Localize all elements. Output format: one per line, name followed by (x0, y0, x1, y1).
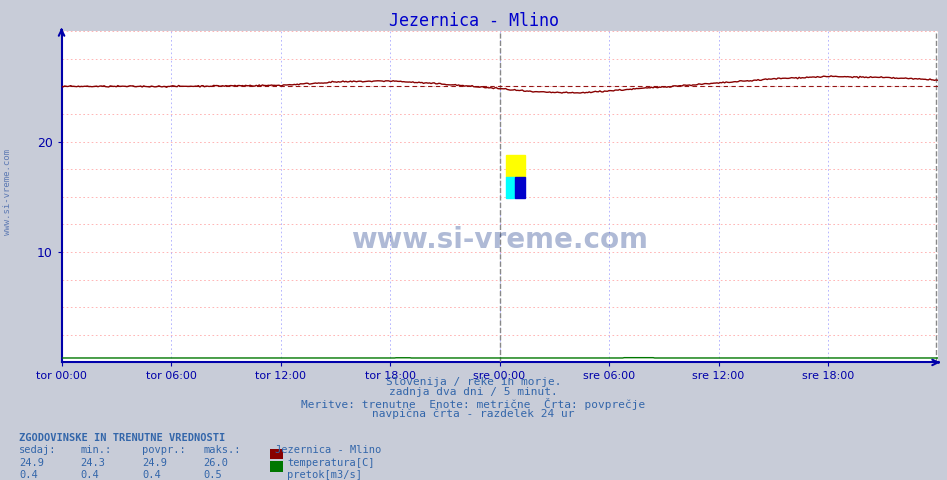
Text: navpična črta - razdelek 24 ur: navpična črta - razdelek 24 ur (372, 408, 575, 419)
Text: zadnja dva dni / 5 minut.: zadnja dva dni / 5 minut. (389, 387, 558, 397)
Text: 24.9: 24.9 (19, 458, 44, 468)
Text: 24.9: 24.9 (142, 458, 167, 468)
Text: povpr.:: povpr.: (142, 445, 186, 456)
Text: temperatura[C]: temperatura[C] (287, 458, 374, 468)
Text: ZGODOVINSKE IN TRENUTNE VREDNOSTI: ZGODOVINSKE IN TRENUTNE VREDNOSTI (19, 433, 225, 443)
Text: 0.4: 0.4 (80, 470, 99, 480)
Bar (515, 177, 525, 198)
Text: 0.4: 0.4 (142, 470, 161, 480)
Text: maks.:: maks.: (204, 445, 241, 456)
Text: sedaj:: sedaj: (19, 445, 57, 456)
Text: Jezernica - Mlino: Jezernica - Mlino (275, 445, 381, 456)
Text: Meritve: trenutne  Enote: metrične  Črta: povprečje: Meritve: trenutne Enote: metrične Črta: … (301, 398, 646, 410)
Text: 0.5: 0.5 (204, 470, 223, 480)
Text: pretok[m3/s]: pretok[m3/s] (287, 470, 362, 480)
Text: www.si-vreme.com: www.si-vreme.com (3, 149, 12, 235)
Bar (506, 156, 525, 177)
Text: Jezernica - Mlino: Jezernica - Mlino (388, 12, 559, 30)
Text: www.si-vreme.com: www.si-vreme.com (351, 226, 648, 254)
Text: Slovenija / reke in morje.: Slovenija / reke in morje. (385, 377, 562, 387)
Text: 24.3: 24.3 (80, 458, 105, 468)
Bar (506, 177, 515, 198)
Text: min.:: min.: (80, 445, 112, 456)
Text: 26.0: 26.0 (204, 458, 228, 468)
Text: 0.4: 0.4 (19, 470, 38, 480)
